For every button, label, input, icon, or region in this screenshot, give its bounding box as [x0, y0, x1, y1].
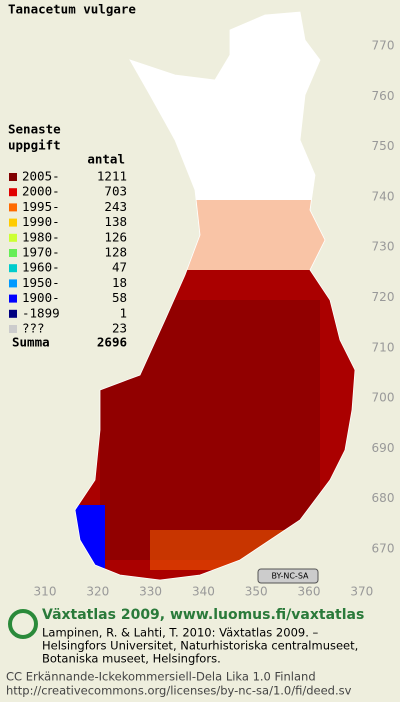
y-axis-label: 760 [372, 89, 395, 103]
license: http://creativecommons.org/licenses/by-n… [6, 684, 352, 698]
y-axis-label: 700 [372, 391, 395, 405]
legend-swatch [9, 279, 17, 288]
license: CC Erkännande-Ickekommersiell-Dela Lika … [6, 670, 316, 684]
y-axis-label: 770 [372, 39, 395, 53]
legend-label: 1900- [22, 290, 60, 305]
legend-count: 138 [104, 214, 127, 229]
finland-map [75, 12, 355, 580]
legend-swatch [9, 173, 17, 181]
legend-swatch [9, 309, 17, 318]
legend-swatch [9, 188, 17, 197]
legend-label: 1990- [22, 214, 60, 229]
logo [8, 609, 38, 639]
legend-label: 1950- [22, 275, 60, 290]
legend-swatch [9, 249, 17, 257]
y-axis-label: 730 [372, 240, 395, 254]
legend-swatch [9, 294, 17, 303]
legend-count: 18 [112, 275, 127, 290]
legend-heading: uppgift [8, 138, 61, 153]
legend-swatch [9, 325, 17, 333]
legend-label: 1995- [22, 199, 60, 214]
legend-count: 1211 [97, 169, 127, 184]
legend-heading: Senaste [8, 122, 61, 137]
x-axis-label: 340 [192, 585, 215, 599]
legend-count: 1 [119, 305, 127, 320]
border [74, 11, 356, 581]
legend-count: 128 [104, 245, 127, 260]
citation: Botaniska museet, Helsingfors. [42, 652, 221, 666]
legend-count: 243 [104, 199, 127, 214]
legend-count: 703 [104, 184, 127, 199]
legend-swatch [9, 233, 17, 242]
legend-label: 1980- [22, 229, 60, 244]
citation: Lampinen, R. & Lahti, T. 2010: Växtatlas… [42, 626, 319, 640]
citation: Helsingfors Universitet, Naturhistoriska… [42, 639, 358, 653]
legend-label: 2000- [22, 184, 60, 199]
cc-badge [257, 568, 319, 584]
x-axis-label: 360 [298, 585, 321, 599]
legend-label: 2005- [22, 169, 60, 184]
y-axis-label: 690 [372, 441, 395, 455]
y-axis-label: 710 [372, 340, 395, 354]
legend-label: 1970- [22, 245, 60, 260]
legend-swatch [9, 264, 17, 273]
legend-count: 47 [112, 260, 127, 275]
x-axis-label: 320 [86, 585, 109, 599]
y-axis-label: 670 [372, 542, 395, 556]
legend-count: 126 [104, 229, 127, 244]
legend-swatch [9, 203, 17, 212]
site: Växtatlas 2009, www.luomus.fi/vaxtatlas [42, 607, 364, 623]
map-title: Tanacetum vulgare [8, 2, 136, 17]
cc-badge-text: BY-NC-SA [271, 572, 309, 581]
x-axis-label: 330 [139, 585, 162, 599]
legend-label: 1960- [22, 260, 60, 275]
y-axis-label: 680 [372, 491, 395, 505]
x-axis-label: 310 [34, 585, 57, 599]
y-axis-label: 720 [372, 290, 395, 304]
x-axis-label: 350 [245, 585, 268, 599]
legend-swatch [9, 218, 17, 227]
legend-label: -1899 [22, 305, 60, 320]
x-axis-label: 370 [350, 585, 373, 599]
legend-label: ??? [22, 321, 45, 336]
count-header: antal [87, 152, 125, 167]
total-label: Summa [12, 335, 50, 350]
total: 2696 [97, 335, 127, 350]
y-axis-label: 740 [372, 189, 395, 203]
y-axis-label: 750 [372, 139, 395, 153]
legend-count: 58 [112, 290, 127, 305]
legend-count: 23 [112, 321, 127, 336]
